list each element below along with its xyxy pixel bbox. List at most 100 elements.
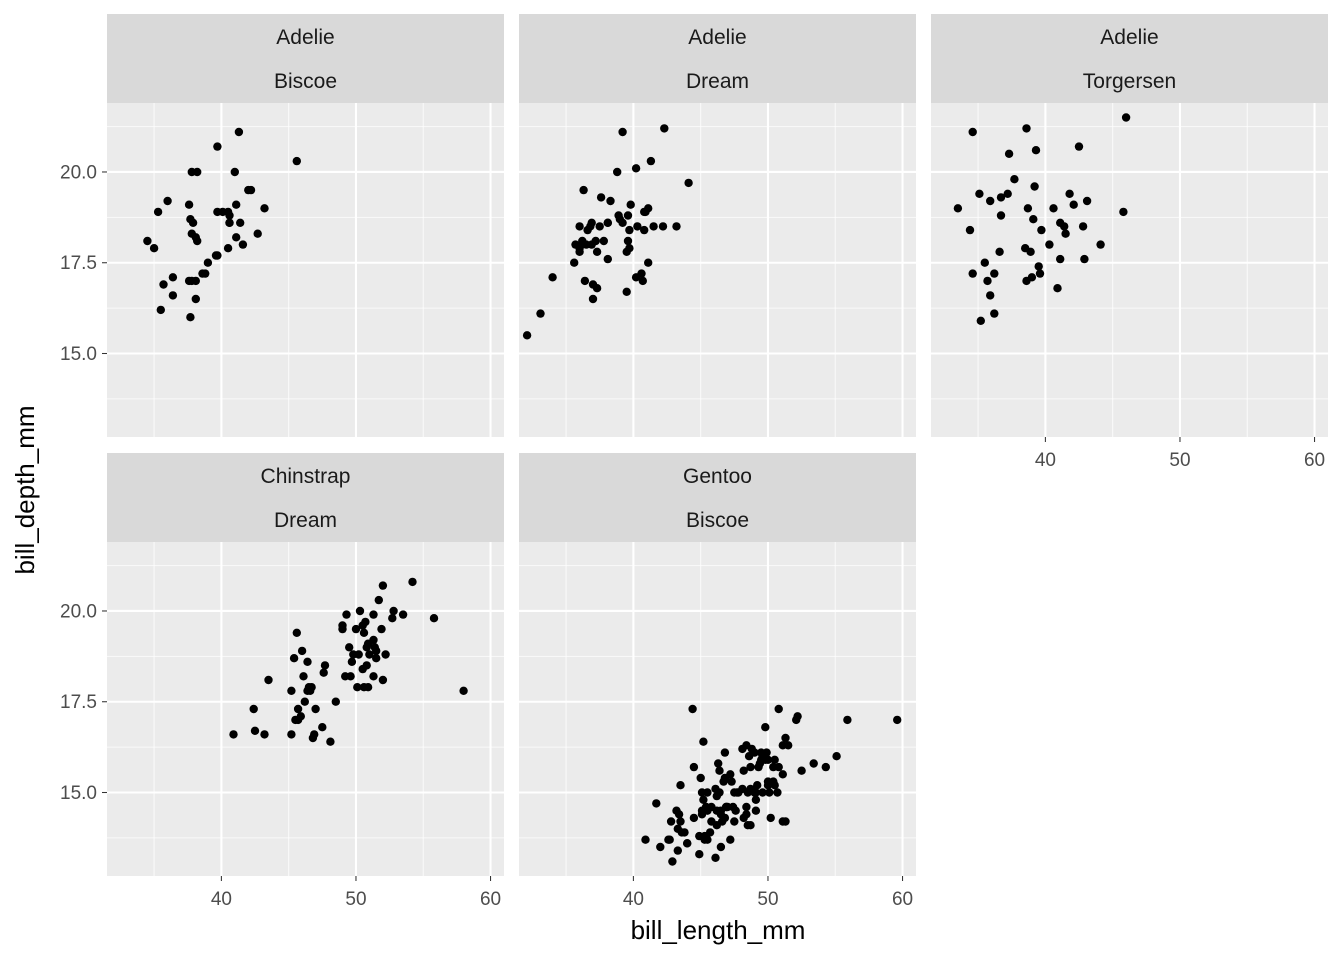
data-point (378, 675, 388, 685)
data-point (253, 229, 262, 238)
data-point (751, 788, 761, 797)
data-point (742, 810, 751, 819)
data-point (746, 821, 755, 830)
facet-strip-island-label: Dream (686, 70, 749, 93)
data-point (292, 628, 301, 637)
data-point (809, 759, 818, 768)
data-point (711, 853, 720, 862)
data-point (595, 222, 604, 231)
data-point (638, 276, 647, 286)
x-tick-label: 40 (623, 889, 644, 910)
data-point (658, 222, 668, 231)
data-point (613, 167, 622, 177)
data-point (377, 624, 386, 634)
data-point (381, 650, 390, 659)
data-point (163, 196, 172, 206)
data-point (230, 167, 239, 177)
x-tick-label: 40 (1035, 450, 1056, 471)
data-point (203, 258, 213, 267)
facet-strip-island-label: Biscoe (274, 70, 337, 93)
data-point (311, 704, 320, 714)
data-point (975, 189, 984, 198)
data-point (374, 595, 383, 605)
data-point (631, 164, 641, 173)
y-tick-label: 20.0 (60, 162, 97, 183)
data-point (596, 193, 606, 202)
data-point (588, 294, 598, 304)
facet-strip-species-label: Adelie (1100, 26, 1158, 49)
data-point (623, 236, 633, 246)
y-tick-label: 15.0 (60, 344, 97, 365)
data-point (666, 817, 676, 826)
data-point (575, 247, 584, 256)
data-point (758, 788, 767, 797)
data-point (331, 697, 340, 706)
data-point (703, 835, 712, 844)
data-point (1080, 254, 1089, 264)
data-point (983, 276, 992, 286)
data-point (644, 258, 653, 267)
data-point (361, 617, 370, 627)
data-point (536, 309, 545, 318)
data-point (1023, 204, 1033, 213)
data-point (459, 686, 468, 695)
data-point (625, 244, 634, 253)
data-point (143, 236, 152, 246)
data-point (238, 240, 248, 249)
facet-strip (931, 14, 1328, 103)
data-point (1034, 262, 1043, 271)
data-point (310, 730, 319, 739)
data-point (751, 806, 761, 815)
data-point (246, 185, 256, 195)
data-point (762, 748, 771, 757)
data-point (342, 610, 351, 619)
data-point (326, 737, 335, 746)
data-point (727, 777, 736, 786)
data-point (193, 236, 202, 246)
data-point (673, 846, 682, 855)
data-point (1074, 142, 1084, 151)
data-point (346, 672, 355, 681)
data-point (1060, 222, 1069, 231)
y-tick-label: 17.5 (60, 692, 97, 713)
data-point (738, 744, 747, 754)
data-point (652, 799, 661, 808)
data-point (726, 770, 735, 779)
x-tick-label: 40 (211, 889, 232, 910)
data-point (338, 624, 347, 634)
data-point (234, 127, 244, 137)
data-point (695, 850, 704, 859)
y-axis-title: bill_depth_mm (10, 405, 40, 574)
data-point (766, 813, 775, 823)
data-point (773, 788, 782, 797)
data-point (289, 654, 299, 663)
data-point (1003, 189, 1012, 198)
data-point (715, 766, 724, 775)
data-point (1049, 204, 1058, 213)
data-point (307, 683, 316, 692)
data-point (720, 813, 730, 823)
data-point (225, 218, 234, 227)
data-point (1022, 124, 1031, 133)
data-point (188, 218, 198, 227)
data-point (287, 686, 296, 695)
data-point (249, 704, 258, 714)
data-point (260, 730, 269, 739)
data-point (1119, 207, 1128, 217)
data-point (580, 276, 590, 286)
x-tick-label: 50 (757, 889, 778, 910)
x-tick-label: 60 (480, 889, 501, 910)
facet-strip-island-label: Torgersen (1083, 70, 1176, 93)
data-point (359, 628, 369, 637)
data-point (218, 207, 227, 217)
data-point (592, 284, 602, 293)
data-point (292, 156, 301, 166)
data-point (372, 654, 381, 663)
data-point (1045, 240, 1054, 249)
data-point (990, 309, 999, 318)
data-point (579, 185, 588, 195)
data-point (300, 697, 309, 706)
data-point (696, 773, 705, 783)
data-point (699, 737, 708, 746)
data-point (765, 788, 774, 797)
